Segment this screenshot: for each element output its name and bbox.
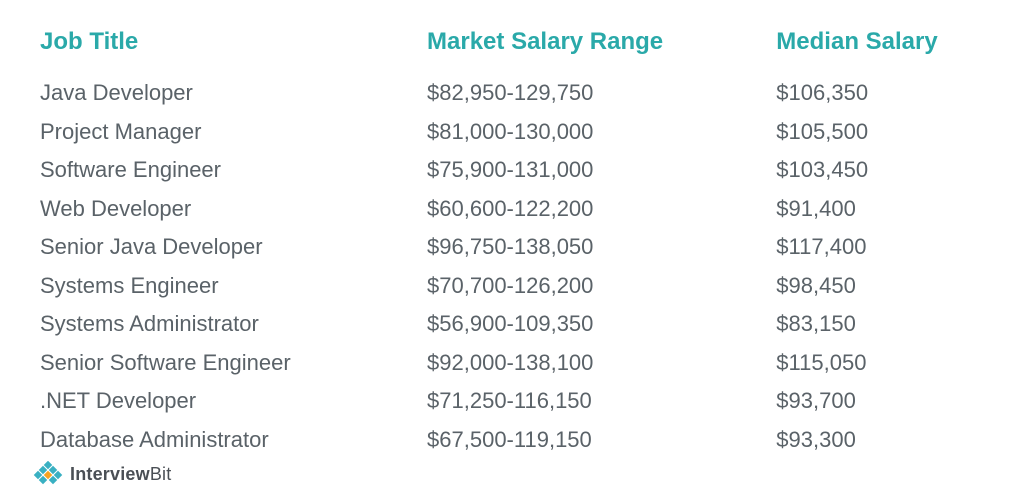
- logo-text-bold: Interview: [70, 464, 150, 484]
- cell-title: Senior Software Engineer: [40, 344, 427, 383]
- table-row: Project Manager$81,000-130,000$105,500: [40, 113, 984, 152]
- table-body: Java Developer$82,950-129,750$106,350Pro…: [40, 74, 984, 459]
- logo-mark-icon: [32, 461, 64, 487]
- cell-median: $106,350: [776, 74, 984, 113]
- table-row: Database Administrator$67,500-119,150$93…: [40, 421, 984, 460]
- brand-logo: InterviewBit: [32, 461, 171, 487]
- cell-title: Software Engineer: [40, 151, 427, 190]
- cell-median: $93,300: [776, 421, 984, 460]
- cell-median: $117,400: [776, 228, 984, 267]
- cell-median: $91,400: [776, 190, 984, 229]
- cell-range: $82,950-129,750: [427, 74, 776, 113]
- table-row: Systems Engineer$70,700-126,200$98,450: [40, 267, 984, 306]
- table-row: Software Engineer$75,900-131,000$103,450: [40, 151, 984, 190]
- table-header-row: Job Title Market Salary Range Median Sal…: [40, 28, 984, 74]
- table-row: .NET Developer$71,250-116,150$93,700: [40, 382, 984, 421]
- cell-title: Java Developer: [40, 74, 427, 113]
- header-salary-range: Market Salary Range: [427, 28, 776, 74]
- cell-median: $98,450: [776, 267, 984, 306]
- cell-range: $60,600-122,200: [427, 190, 776, 229]
- logo-text-light: Bit: [150, 464, 172, 484]
- cell-median: $93,700: [776, 382, 984, 421]
- cell-title: Systems Administrator: [40, 305, 427, 344]
- cell-range: $92,000-138,100: [427, 344, 776, 383]
- cell-range: $70,700-126,200: [427, 267, 776, 306]
- cell-median: $83,150: [776, 305, 984, 344]
- cell-range: $75,900-131,000: [427, 151, 776, 190]
- table-row: Senior Java Developer$96,750-138,050$117…: [40, 228, 984, 267]
- cell-median: $105,500: [776, 113, 984, 152]
- cell-range: $71,250-116,150: [427, 382, 776, 421]
- cell-range: $81,000-130,000: [427, 113, 776, 152]
- header-job-title: Job Title: [40, 28, 427, 74]
- cell-title: Senior Java Developer: [40, 228, 427, 267]
- cell-title: Systems Engineer: [40, 267, 427, 306]
- cell-median: $103,450: [776, 151, 984, 190]
- cell-range: $96,750-138,050: [427, 228, 776, 267]
- table-row: Systems Administrator$56,900-109,350$83,…: [40, 305, 984, 344]
- cell-title: Database Administrator: [40, 421, 427, 460]
- salary-table: Job Title Market Salary Range Median Sal…: [40, 28, 984, 459]
- cell-range: $56,900-109,350: [427, 305, 776, 344]
- table-row: Senior Software Engineer$92,000-138,100$…: [40, 344, 984, 383]
- cell-title: Web Developer: [40, 190, 427, 229]
- cell-title: .NET Developer: [40, 382, 427, 421]
- header-median-salary: Median Salary: [776, 28, 984, 74]
- cell-title: Project Manager: [40, 113, 427, 152]
- cell-range: $67,500-119,150: [427, 421, 776, 460]
- table-row: Java Developer$82,950-129,750$106,350: [40, 74, 984, 113]
- table-row: Web Developer$60,600-122,200$91,400: [40, 190, 984, 229]
- logo-text: InterviewBit: [70, 464, 171, 485]
- cell-median: $115,050: [776, 344, 984, 383]
- salary-table-container: Job Title Market Salary Range Median Sal…: [0, 0, 1024, 479]
